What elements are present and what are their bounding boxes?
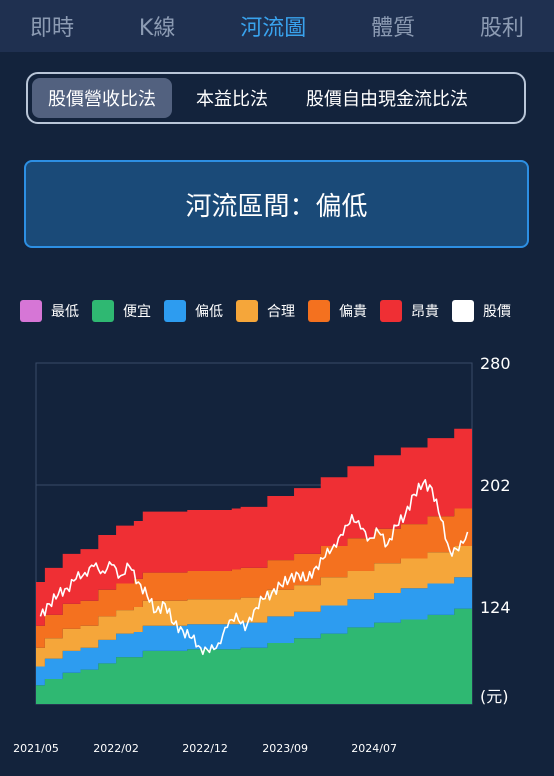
legend-label: 偏貴 (339, 304, 367, 320)
legend-item-lowest: 最低 (20, 300, 79, 322)
legend-label: 最低 (51, 304, 79, 320)
method-pe-ratio-button[interactable]: 本益比法 (196, 89, 268, 110)
legend-swatch (236, 300, 258, 322)
legend-label: 昂貴 (411, 304, 439, 320)
chart-legend: 最低 便宜 偏低 合理 偏貴 昂貴 股價 (20, 300, 524, 322)
x-tick-label: 2021/05 (13, 742, 59, 755)
y-tick-label: 124 (480, 598, 511, 617)
legend-item-price: 股價 (452, 300, 511, 322)
y-tick-label: 280 (480, 354, 511, 373)
legend-label: 股價 (483, 304, 511, 320)
x-tick-label: 2022/12 (182, 742, 228, 755)
price-line (39, 478, 469, 656)
legend-item-high: 偏貴 (308, 300, 367, 322)
river-range-label: 河流區間：偏低 (185, 191, 368, 222)
tab-kline[interactable]: K線 (138, 16, 176, 41)
band-low (36, 577, 472, 686)
band-cheap (36, 608, 472, 704)
tab-river-chart[interactable]: 河流圖 (240, 16, 307, 41)
legend-item-low: 偏低 (164, 300, 223, 322)
legend-item-cheap: 便宜 (92, 300, 151, 322)
river-range-status: 河流區間：偏低 (24, 160, 529, 248)
tab-dividend[interactable]: 股利 (479, 16, 524, 41)
y-unit-label: (元) (480, 687, 509, 706)
valuation-method-selector: 股價營收比法 本益比法 股價自由現金流比法 (26, 72, 526, 124)
legend-swatch (20, 300, 42, 322)
legend-item-expensive: 昂貴 (380, 300, 439, 322)
band-fair (36, 546, 472, 667)
legend-swatch (380, 300, 402, 322)
legend-swatch (308, 300, 330, 322)
legend-swatch (452, 300, 474, 322)
method-price-fcf-button[interactable]: 股價自由現金流比法 (306, 89, 468, 110)
legend-item-fair: 合理 (236, 300, 295, 322)
band-high (36, 508, 472, 648)
method-price-revenue-button[interactable]: 股價營收比法 (32, 78, 172, 118)
band-expensive (36, 428, 472, 626)
legend-label: 便宜 (123, 304, 151, 320)
tab-realtime[interactable]: 即時 (30, 16, 75, 41)
tab-fundamentals[interactable]: 體質 (371, 16, 416, 41)
x-tick-label: 2023/09 (262, 742, 308, 755)
x-tick-label: 2022/02 (93, 742, 139, 755)
river-chart: 280 202 124 (元) 2021/05 2022/02 2022/12 2023/09… (13, 354, 511, 755)
legend-label: 偏低 (195, 304, 223, 320)
legend-swatch (92, 300, 114, 322)
top-tab-bar: 即時 K線 河流圖 體質 股利 (0, 0, 554, 52)
legend-label: 合理 (267, 304, 295, 320)
legend-swatch (164, 300, 186, 322)
y-tick-label: 202 (480, 476, 511, 495)
x-tick-label: 2024/07 (351, 742, 397, 755)
